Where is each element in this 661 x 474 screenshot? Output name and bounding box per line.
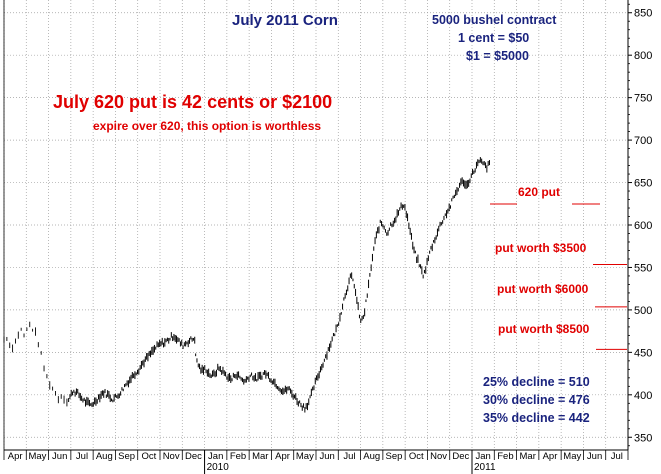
annotation-620-put: 620 put bbox=[518, 185, 561, 199]
y-tick-label: 800 bbox=[634, 50, 652, 62]
x-month-label: Oct bbox=[409, 451, 424, 462]
decline-30: 30% decline = 476 bbox=[483, 393, 590, 407]
x-month-label: Apr bbox=[543, 451, 558, 462]
annotation-put-3500: put worth $3500 bbox=[495, 241, 587, 255]
x-month-label: Dec bbox=[452, 451, 469, 462]
cent-value-label: 1 cent = $50 bbox=[458, 31, 530, 45]
headline: July 620 put is 42 cents or $2100 bbox=[53, 92, 333, 112]
y-tick-label: 650 bbox=[634, 178, 652, 190]
y-tick-label: 750 bbox=[634, 93, 652, 105]
y-tick-label: 350 bbox=[634, 432, 652, 444]
x-month-label: Jul bbox=[343, 451, 355, 462]
x-month-label: Jan bbox=[475, 451, 490, 462]
x-month-label: Mar bbox=[520, 451, 536, 462]
y-tick-label: 500 bbox=[634, 305, 652, 317]
x-month-label: Jun bbox=[319, 451, 334, 462]
subheadline: expire over 620, this option is worthles… bbox=[93, 119, 322, 133]
x-month-label: Feb bbox=[230, 451, 246, 462]
x-month-label: May bbox=[563, 451, 581, 462]
x-month-label: Nov bbox=[163, 451, 180, 462]
x-month-label: Aug bbox=[96, 451, 113, 462]
y-tick-label: 450 bbox=[634, 347, 652, 359]
grid-layer bbox=[3, 0, 628, 450]
x-month-label: Jan bbox=[208, 451, 223, 462]
contract-size-label: 5000 bushel contract bbox=[432, 13, 557, 27]
x-month-label: Dec bbox=[185, 451, 202, 462]
y-tick-label: 700 bbox=[634, 135, 652, 147]
x-month-label: Sep bbox=[386, 451, 403, 462]
annotation-put-6000: put worth $6000 bbox=[497, 282, 589, 296]
chart-title: July 2011 Corn bbox=[232, 12, 338, 29]
annotation-put-8500: put worth $8500 bbox=[498, 322, 590, 336]
y-tick-label: 850 bbox=[634, 8, 652, 20]
x-year-label: 2011 bbox=[474, 462, 496, 473]
decline-25: 25% decline = 510 bbox=[483, 375, 590, 389]
price-series bbox=[3, 157, 490, 413]
x-month-label: May bbox=[28, 451, 46, 462]
x-month-label: Nov bbox=[430, 451, 447, 462]
dollar-value-label: $1 = $5000 bbox=[466, 49, 529, 63]
x-month-label: Jun bbox=[587, 451, 602, 462]
y-tick-label: 550 bbox=[634, 262, 652, 274]
x-month-label: Mar bbox=[252, 451, 268, 462]
x-month-label: Apr bbox=[8, 451, 23, 462]
x-month-label: Aug bbox=[363, 451, 380, 462]
x-month-label: Apr bbox=[275, 451, 290, 462]
x-month-label: Feb bbox=[497, 451, 513, 462]
x-month-label: Jul bbox=[611, 451, 623, 462]
axis-layer: 350 400 450 500 550 600 650 700 750 800 850 Apr May J… bbox=[3, 0, 652, 474]
y-tick-label: 400 bbox=[634, 390, 652, 402]
annotation-lines bbox=[490, 203, 627, 350]
decline-35: 35% decline = 442 bbox=[483, 411, 590, 425]
x-month-label: Jun bbox=[52, 451, 67, 462]
x-year-label: 2010 bbox=[207, 462, 230, 473]
x-month-label: Sep bbox=[118, 451, 135, 462]
x-month-label: Oct bbox=[141, 451, 156, 462]
x-month-label: Jul bbox=[76, 451, 88, 462]
x-month-label: May bbox=[296, 451, 314, 462]
y-tick-label: 600 bbox=[634, 220, 652, 232]
